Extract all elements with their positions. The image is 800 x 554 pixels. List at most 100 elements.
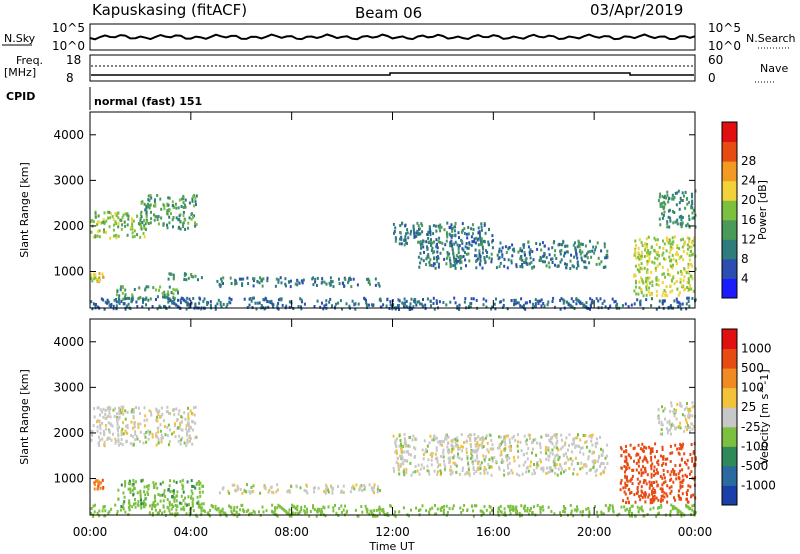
data-cell [122, 507, 125, 511]
data-cell [603, 242, 606, 246]
data-cell [427, 458, 430, 462]
data-cell [463, 231, 466, 235]
data-cell [575, 302, 578, 306]
data-cell [389, 300, 392, 304]
data-cell [585, 440, 588, 444]
data-cell [661, 494, 664, 498]
data-cell [393, 469, 395, 473]
data-cell [521, 305, 524, 309]
data-cell [483, 223, 486, 227]
data-cell [523, 303, 525, 307]
data-cell [485, 436, 487, 440]
data-cell [463, 300, 466, 304]
data-cell [137, 222, 140, 226]
data-cell [439, 251, 442, 255]
data-cell [477, 468, 480, 471]
data-cell [315, 514, 318, 518]
data-cell [662, 473, 665, 477]
data-cell [446, 251, 449, 254]
data-cell [637, 251, 640, 255]
data-cell [253, 510, 256, 514]
data-cell [270, 485, 273, 489]
data-cell [230, 510, 233, 513]
data-cell [602, 462, 605, 466]
data-cell [657, 463, 660, 467]
data-cell [190, 495, 193, 499]
data-cell [457, 231, 460, 235]
data-cell [524, 504, 526, 508]
data-cell [266, 300, 269, 303]
data-cell [156, 435, 159, 439]
data-cell [434, 266, 437, 270]
data-cell [331, 491, 334, 495]
data-cell [465, 252, 468, 256]
data-cell [520, 449, 523, 453]
data-cell [230, 298, 233, 301]
data-cell [231, 483, 234, 487]
data-cell [198, 301, 201, 305]
data-cell [690, 206, 693, 210]
data-cell [157, 493, 160, 496]
data-cell [490, 252, 493, 256]
data-cell [684, 425, 687, 429]
data-cell [638, 263, 640, 267]
data-cell [668, 251, 671, 255]
data-cell [183, 272, 186, 276]
data-cell [222, 281, 224, 285]
data-cell [426, 464, 429, 468]
data-cell [194, 486, 197, 490]
data-cell [560, 471, 563, 475]
data-cell [652, 506, 655, 510]
data-cell [487, 463, 490, 467]
data-cell [645, 482, 648, 486]
data-cell [599, 472, 602, 476]
data-cell [90, 438, 93, 442]
data-cell [133, 229, 136, 233]
data-cell [103, 431, 106, 435]
data-cell [666, 194, 669, 198]
data-cell [563, 443, 566, 447]
data-cell [323, 280, 326, 284]
data-cell [115, 412, 118, 416]
data-cell [546, 466, 548, 470]
data-cell [258, 510, 260, 514]
data-cell [604, 466, 607, 470]
data-cell [151, 305, 154, 308]
data-cell [620, 454, 623, 458]
x-tick-label: 16:00 [476, 525, 511, 539]
data-cell [131, 219, 133, 223]
data-cell [376, 487, 379, 491]
data-cell [637, 255, 639, 259]
data-cell [593, 251, 596, 255]
data-cell [159, 197, 162, 201]
data-cell [401, 301, 404, 305]
data-cell [109, 212, 112, 216]
data-cell [666, 239, 669, 243]
data-cell [668, 238, 671, 242]
data-cell [627, 305, 630, 308]
data-cell [467, 434, 470, 438]
data-cell [218, 283, 221, 287]
data-cell [342, 491, 345, 494]
velocity-panel [90, 401, 697, 518]
data-cell [516, 444, 519, 448]
data-cell [321, 301, 323, 305]
data-cell [128, 296, 131, 300]
data-cell [144, 424, 146, 428]
data-cell [495, 297, 497, 301]
data-cell [554, 263, 556, 267]
data-cell [405, 299, 408, 303]
data-cell [482, 247, 485, 251]
data-cell [209, 303, 212, 307]
data-cell [509, 505, 512, 509]
data-cell [188, 511, 191, 515]
data-cell [296, 283, 299, 287]
data-cell [499, 504, 502, 508]
data-cell [668, 422, 671, 426]
data-cell [419, 508, 422, 512]
data-cell [411, 438, 414, 442]
data-cell [406, 305, 409, 309]
data-cell [528, 262, 531, 266]
data-cell [174, 504, 177, 507]
data-cell [660, 432, 663, 436]
